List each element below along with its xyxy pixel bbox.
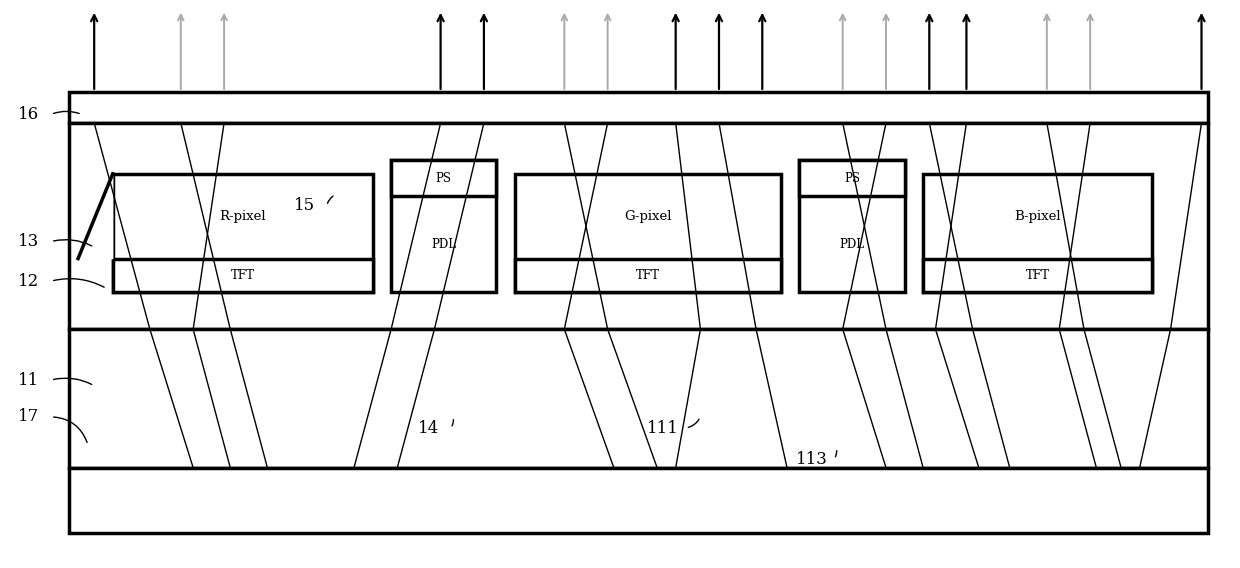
Text: 13: 13 — [19, 233, 40, 250]
Text: PS: PS — [844, 172, 861, 185]
Bar — [923, 174, 1152, 293]
Bar — [391, 160, 496, 293]
Bar — [69, 123, 1208, 329]
Text: 17: 17 — [19, 408, 40, 425]
Text: 113: 113 — [796, 451, 828, 467]
Text: PDL: PDL — [432, 238, 456, 251]
Polygon shape — [76, 174, 113, 258]
Text: TFT: TFT — [231, 269, 254, 282]
Text: TFT: TFT — [1025, 269, 1049, 282]
Bar — [800, 160, 904, 293]
Bar — [515, 258, 781, 293]
Text: 111: 111 — [647, 420, 680, 437]
Bar — [69, 467, 1208, 533]
Bar — [113, 258, 372, 293]
Bar — [800, 160, 904, 197]
Text: G-pixel: G-pixel — [624, 210, 672, 223]
Bar — [113, 174, 372, 293]
Text: B-pixel: B-pixel — [1014, 210, 1061, 223]
Bar — [515, 174, 781, 293]
Text: PS: PS — [435, 172, 451, 185]
Bar — [69, 329, 1208, 467]
Text: 12: 12 — [19, 273, 40, 290]
Text: 15: 15 — [294, 198, 315, 215]
Text: TFT: TFT — [636, 269, 660, 282]
Bar — [69, 92, 1208, 123]
Bar — [923, 258, 1152, 293]
Text: 16: 16 — [19, 106, 40, 123]
Text: PDL: PDL — [839, 238, 864, 251]
Text: R-pixel: R-pixel — [219, 210, 265, 223]
Text: 14: 14 — [418, 420, 439, 437]
Bar — [391, 160, 496, 197]
Text: 11: 11 — [19, 371, 40, 389]
